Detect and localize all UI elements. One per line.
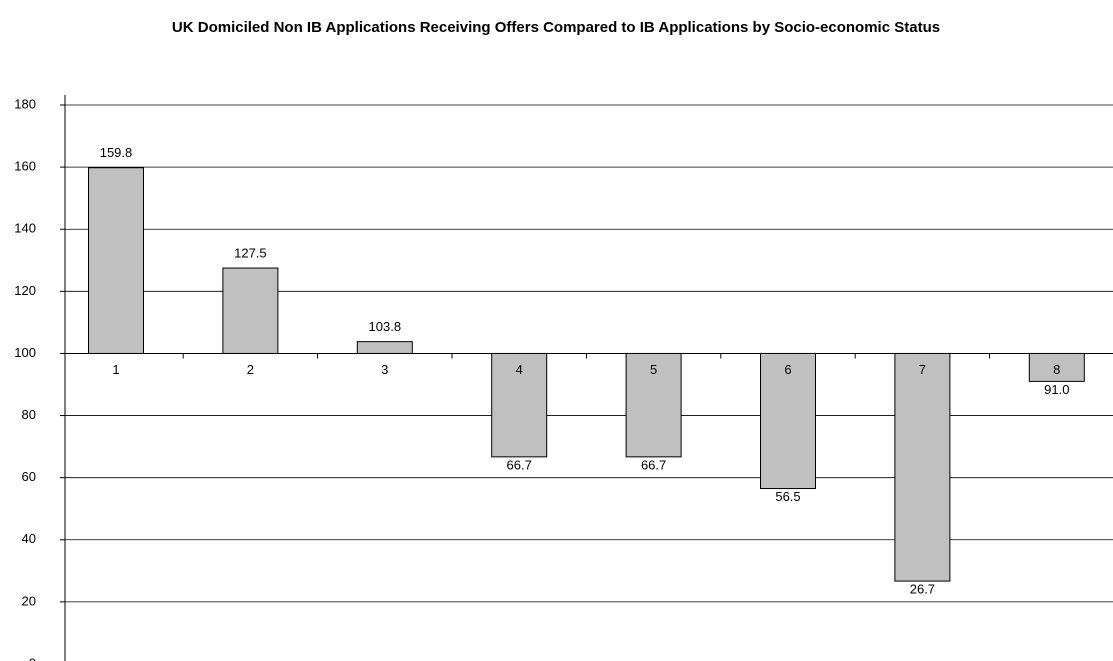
x-tick-label: 4 xyxy=(516,362,523,377)
y-tick-label: 140 xyxy=(14,221,36,236)
data-label: 91.0 xyxy=(1044,382,1069,397)
x-tick-label: 2 xyxy=(247,362,254,377)
bar xyxy=(894,352,951,582)
data-label: 127.5 xyxy=(234,245,267,260)
x-tick-label: 7 xyxy=(919,362,926,377)
data-label: 103.8 xyxy=(369,319,402,334)
bar xyxy=(222,267,279,354)
bar xyxy=(760,352,816,490)
y-tick-label: 180 xyxy=(14,96,36,111)
y-tick-label: 160 xyxy=(14,159,36,174)
data-label: 66.7 xyxy=(641,457,666,472)
y-tick-label: 40 xyxy=(22,531,36,546)
y-tick-label: 100 xyxy=(14,345,36,360)
y-tick-label: 80 xyxy=(22,407,36,422)
y-tick-label: 120 xyxy=(14,283,36,298)
bar xyxy=(356,341,413,354)
bar xyxy=(491,352,548,458)
data-label: 56.5 xyxy=(775,489,800,504)
x-tick-label: 6 xyxy=(784,362,791,377)
x-tick-label: 3 xyxy=(381,362,388,377)
chart-title: UK Domiciled Non IB Applications Receivi… xyxy=(171,19,941,36)
x-tick-label: 1 xyxy=(112,362,119,377)
y-tick-label: 20 xyxy=(22,593,36,608)
x-tick-label: 8 xyxy=(1053,362,1060,377)
bar xyxy=(625,352,682,458)
data-label: 159.8 xyxy=(100,145,133,160)
data-label: 26.7 xyxy=(910,582,935,597)
x-tick-label: 5 xyxy=(650,362,657,377)
bar xyxy=(1028,352,1085,382)
y-tick-label: 60 xyxy=(22,469,36,484)
bar xyxy=(88,167,144,354)
y-tick-label: 0 xyxy=(29,655,36,661)
data-label: 66.7 xyxy=(507,457,532,472)
